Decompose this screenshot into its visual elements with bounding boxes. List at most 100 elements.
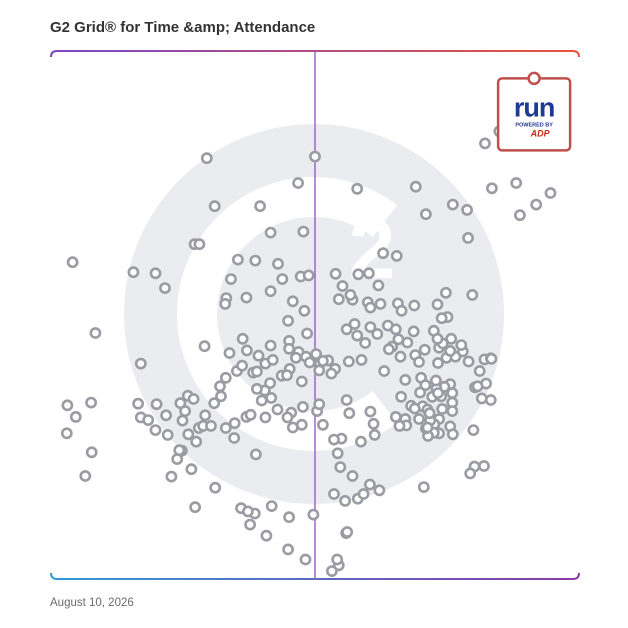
data-point[interactable] bbox=[198, 340, 211, 353]
data-point[interactable] bbox=[328, 488, 340, 500]
data-point[interactable] bbox=[313, 364, 326, 377]
data-point[interactable] bbox=[185, 463, 198, 476]
data-point[interactable] bbox=[296, 400, 309, 413]
data-point[interactable] bbox=[432, 387, 444, 399]
data-point[interactable] bbox=[259, 411, 272, 424]
data-point[interactable] bbox=[215, 390, 227, 403]
data-point[interactable] bbox=[351, 182, 364, 195]
data-point[interactable] bbox=[485, 352, 498, 365]
data-point[interactable] bbox=[332, 293, 345, 306]
data-point[interactable] bbox=[466, 288, 479, 301]
data-point[interactable] bbox=[228, 417, 241, 430]
data-point[interactable] bbox=[240, 291, 253, 304]
data-point[interactable] bbox=[407, 325, 420, 338]
data-point[interactable] bbox=[286, 421, 299, 434]
data-point[interactable] bbox=[60, 427, 73, 440]
data-point[interactable] bbox=[364, 321, 377, 333]
data-point[interactable] bbox=[346, 470, 359, 482]
data-point[interactable] bbox=[66, 256, 79, 269]
data-point[interactable] bbox=[297, 225, 310, 238]
data-point[interactable] bbox=[446, 405, 459, 417]
data-point[interactable] bbox=[281, 411, 294, 424]
data-point[interactable] bbox=[340, 394, 353, 406]
data-point[interactable] bbox=[266, 353, 279, 366]
data-point[interactable] bbox=[478, 460, 490, 472]
data-point[interactable] bbox=[271, 403, 284, 416]
data-point[interactable] bbox=[408, 402, 421, 415]
data-point[interactable] bbox=[351, 329, 364, 342]
data-point[interactable] bbox=[249, 448, 262, 461]
data-point[interactable] bbox=[377, 247, 389, 260]
data-point[interactable] bbox=[150, 398, 163, 411]
data-point[interactable] bbox=[421, 421, 434, 434]
data-point[interactable] bbox=[85, 446, 98, 459]
data-point[interactable] bbox=[309, 150, 321, 163]
data-point[interactable] bbox=[264, 377, 276, 389]
data-point[interactable] bbox=[283, 342, 295, 355]
data-point[interactable] bbox=[249, 254, 262, 267]
data-point[interactable] bbox=[484, 394, 497, 406]
data-point[interactable] bbox=[325, 565, 338, 577]
data-point[interactable] bbox=[283, 511, 295, 524]
data-point[interactable] bbox=[446, 428, 459, 441]
data-point[interactable] bbox=[241, 505, 254, 518]
data-point[interactable] bbox=[544, 187, 557, 199]
data-point[interactable] bbox=[417, 481, 430, 493]
data-point[interactable] bbox=[389, 323, 402, 336]
data-point[interactable] bbox=[307, 508, 320, 521]
data-point[interactable] bbox=[240, 344, 253, 357]
data-point[interactable] bbox=[302, 269, 315, 282]
data-point[interactable] bbox=[341, 526, 354, 538]
data-point[interactable] bbox=[298, 304, 311, 317]
data-point[interactable] bbox=[219, 422, 232, 434]
data-point[interactable] bbox=[331, 447, 344, 460]
data-point[interactable] bbox=[225, 273, 237, 285]
data-point[interactable] bbox=[264, 226, 277, 239]
data-point[interactable] bbox=[461, 203, 473, 216]
data-point[interactable] bbox=[214, 380, 226, 393]
data-point[interactable] bbox=[236, 332, 249, 345]
data-point[interactable] bbox=[295, 375, 308, 388]
data-point[interactable] bbox=[444, 344, 457, 357]
data-point[interactable] bbox=[340, 323, 353, 336]
data-point[interactable] bbox=[228, 432, 241, 444]
data-point[interactable] bbox=[413, 413, 425, 425]
data-point[interactable] bbox=[514, 209, 526, 222]
data-point[interactable] bbox=[205, 419, 217, 432]
data-point[interactable] bbox=[336, 280, 349, 292]
data-point[interactable] bbox=[134, 357, 147, 370]
data-point[interactable] bbox=[419, 379, 432, 392]
data-point[interactable] bbox=[363, 478, 376, 491]
data-point[interactable] bbox=[328, 433, 340, 446]
data-point[interactable] bbox=[255, 394, 268, 407]
data-point[interactable] bbox=[316, 418, 329, 431]
data-point[interactable] bbox=[176, 414, 189, 427]
data-point[interactable] bbox=[209, 481, 222, 494]
data-point[interactable] bbox=[394, 350, 407, 363]
data-point[interactable] bbox=[219, 371, 232, 384]
data-point[interactable] bbox=[352, 268, 365, 281]
data-point[interactable] bbox=[364, 301, 377, 314]
data-point[interactable] bbox=[343, 407, 356, 420]
data-point[interactable] bbox=[390, 249, 403, 262]
data-point[interactable] bbox=[282, 314, 294, 327]
data-point[interactable] bbox=[464, 467, 477, 480]
data-point[interactable] bbox=[272, 257, 284, 270]
data-point[interactable] bbox=[200, 152, 213, 165]
data-point[interactable] bbox=[348, 318, 361, 330]
data-point[interactable] bbox=[409, 180, 422, 193]
data-point[interactable] bbox=[374, 297, 387, 310]
data-point[interactable] bbox=[432, 357, 444, 369]
data-point[interactable] bbox=[471, 380, 484, 393]
data-point[interactable] bbox=[190, 435, 203, 448]
data-point[interactable] bbox=[446, 198, 459, 211]
data-point[interactable] bbox=[149, 267, 162, 280]
data-point[interactable] bbox=[423, 407, 436, 420]
data-point[interactable] bbox=[467, 424, 480, 436]
data-point[interactable] bbox=[264, 285, 277, 298]
data-point[interactable] bbox=[316, 354, 329, 367]
data-point[interactable] bbox=[359, 337, 372, 349]
data-point[interactable] bbox=[455, 339, 468, 351]
data-point[interactable] bbox=[382, 343, 395, 356]
